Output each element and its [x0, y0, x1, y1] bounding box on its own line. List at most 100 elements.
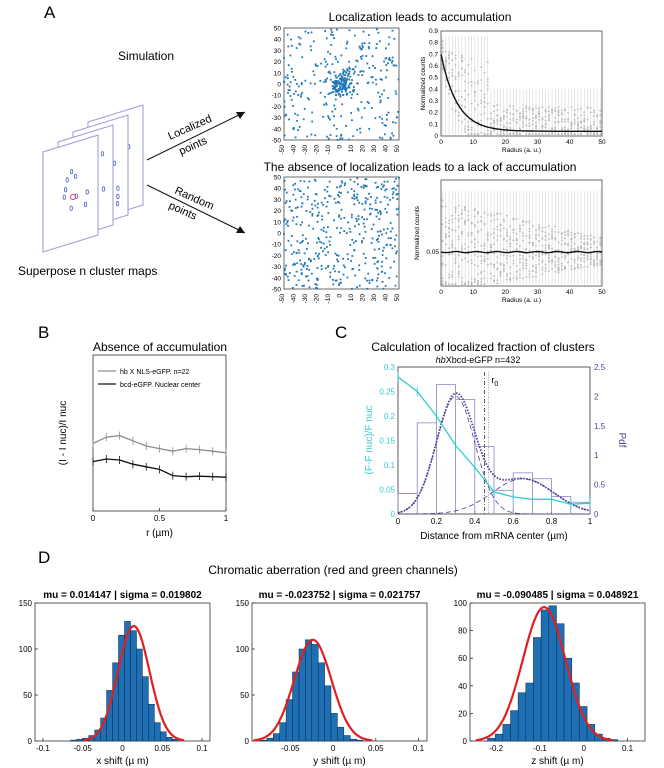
- scatter-point: [342, 87, 345, 90]
- scatter-point: [335, 85, 337, 88]
- scatter-point: [294, 112, 297, 115]
- scatter-point: [324, 30, 327, 32]
- scatter-point: [353, 34, 356, 37]
- arrow-random: [146, 184, 246, 234]
- scatter-point: [366, 62, 369, 65]
- scatter-point: [372, 257, 375, 259]
- scatter-point: [341, 181, 344, 184]
- histogram-title: mu = -0.090485 | sigma = 0.048921: [477, 590, 639, 601]
- scatter-point: [377, 186, 379, 188]
- cluster-map-stack: [42, 104, 144, 253]
- scatter-point: [335, 58, 337, 61]
- scatter-point: [283, 179, 286, 182]
- histogram-bar: [305, 639, 313, 742]
- scatter-point: [375, 215, 378, 218]
- scatter-point: [342, 68, 345, 71]
- scatter-point: [329, 72, 332, 75]
- scatter-point: [289, 95, 292, 97]
- scatter-point: [364, 231, 367, 233]
- scatter-point: [287, 45, 290, 48]
- scatter-point: [324, 79, 327, 81]
- scatter-point: [303, 284, 305, 287]
- y-tick-label: 0: [277, 231, 281, 238]
- scatter-point: [342, 84, 345, 87]
- scatter-point: [334, 108, 337, 110]
- scatter-point: [395, 252, 397, 255]
- scatter-point: [333, 265, 335, 267]
- scatter-point: [380, 183, 383, 186]
- x-axis-label: z shift (µ m): [531, 756, 583, 767]
- scatter-point: [308, 180, 311, 183]
- scatter-point: [340, 180, 343, 183]
- scatter-point: [286, 33, 289, 36]
- scatter-point: [292, 105, 294, 107]
- y-tick-label: 0.8: [429, 40, 438, 47]
- scatter-point: [393, 187, 395, 190]
- scatter-point: [294, 90, 297, 93]
- scatter-point: [385, 57, 388, 60]
- scatter-point: [366, 287, 369, 290]
- scatter-point: [299, 37, 302, 40]
- x-tick-label: 0.2: [431, 517, 443, 526]
- scatter-point: [344, 83, 347, 86]
- scatter-point: [345, 232, 348, 234]
- scatter-point: [349, 230, 352, 233]
- scatter-point: [374, 67, 376, 69]
- scatter-point: [386, 180, 389, 183]
- scatter-point: [396, 198, 399, 200]
- cluster-blob: [65, 177, 69, 183]
- scatter-point: [340, 80, 343, 83]
- title-random: The absence of localization leads to a l…: [264, 160, 577, 174]
- scatter-point: [339, 87, 342, 89]
- scatter-point: [325, 37, 328, 40]
- scatter-point: [372, 65, 374, 67]
- scatter-point: [344, 85, 346, 87]
- scatter-point: [336, 258, 338, 261]
- localized-label-2: points: [177, 135, 209, 158]
- scatter-point: [287, 224, 289, 227]
- scatter-point: [348, 70, 351, 73]
- scatter-point: [329, 271, 332, 274]
- scatter-point: [332, 34, 334, 36]
- scatter-point: [338, 82, 341, 85]
- scatter-point: [396, 193, 399, 195]
- scatter-point: [314, 63, 317, 66]
- scatter-point: [381, 122, 384, 124]
- scatter-point: [296, 240, 299, 243]
- x-tick-label: 40: [383, 294, 390, 302]
- scatter-point: [286, 221, 289, 224]
- scatter-point: [393, 180, 396, 183]
- scatter-point: [350, 112, 352, 114]
- scatter-point: [346, 40, 349, 43]
- scatter-point: [290, 44, 293, 47]
- scatter-point: [304, 79, 307, 82]
- scatter-point: [298, 42, 301, 45]
- scatter-point: [361, 46, 364, 49]
- y-tick-label: -30: [272, 115, 282, 122]
- scatter-point: [394, 90, 397, 93]
- scatter-point: [326, 246, 328, 248]
- scatter-point: [387, 203, 389, 206]
- scatter-point: [383, 195, 386, 198]
- scatter-point: [383, 184, 385, 187]
- scatter-point: [319, 91, 322, 94]
- scatter-point: [337, 80, 340, 82]
- scatter-point: [286, 220, 289, 222]
- scatter-point: [337, 201, 339, 203]
- scatter-point: [369, 203, 372, 206]
- scatter-point: [349, 91, 351, 93]
- y-axis-label: Normalized counts: [420, 56, 427, 111]
- scatter-point: [381, 117, 383, 120]
- x-tick-label: 10: [470, 289, 478, 296]
- scatter-point: [292, 75, 295, 78]
- scatter-point: [288, 85, 291, 88]
- y-tick-label: 0.25: [379, 388, 395, 397]
- x-tick-label: -40: [291, 145, 298, 155]
- scatter-point: [382, 287, 385, 290]
- scatter-point: [365, 178, 368, 181]
- scatter-point: [380, 69, 382, 72]
- y-tick-label: 0.05: [379, 486, 395, 495]
- scatter-point: [338, 284, 340, 286]
- scatter-point: [304, 30, 307, 33]
- scatter-point: [325, 103, 328, 106]
